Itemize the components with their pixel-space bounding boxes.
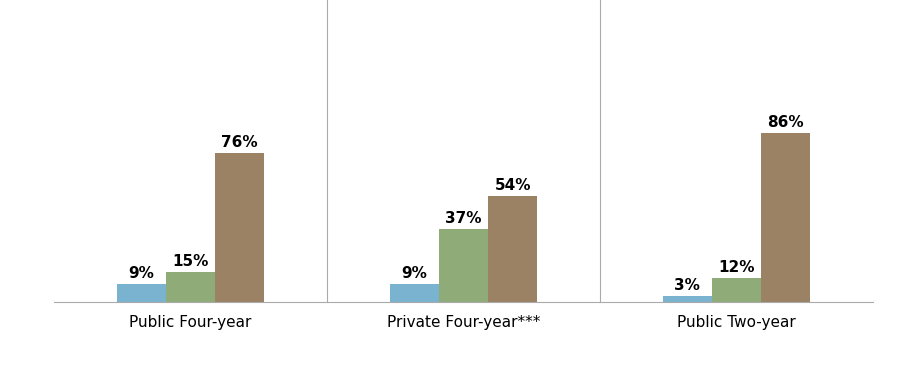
Text: 12%: 12% (718, 260, 755, 275)
Text: 9%: 9% (129, 266, 154, 281)
Text: 76%: 76% (221, 135, 258, 150)
Text: 54%: 54% (494, 178, 531, 193)
Bar (117, 284, 166, 302)
Text: 37%: 37% (446, 211, 482, 226)
Bar (166, 272, 215, 302)
Text: 86%: 86% (768, 115, 804, 130)
Bar (712, 278, 761, 302)
Bar (439, 229, 488, 302)
Legend: State, Institutional**, Federal: State, Institutional**, Federal (305, 386, 622, 387)
Text: 3%: 3% (674, 278, 700, 293)
Bar (488, 196, 537, 302)
Text: 9%: 9% (401, 266, 428, 281)
Bar (215, 152, 265, 302)
Text: 15%: 15% (172, 254, 209, 269)
Bar (390, 284, 439, 302)
Bar (761, 133, 810, 302)
Bar (662, 296, 712, 302)
